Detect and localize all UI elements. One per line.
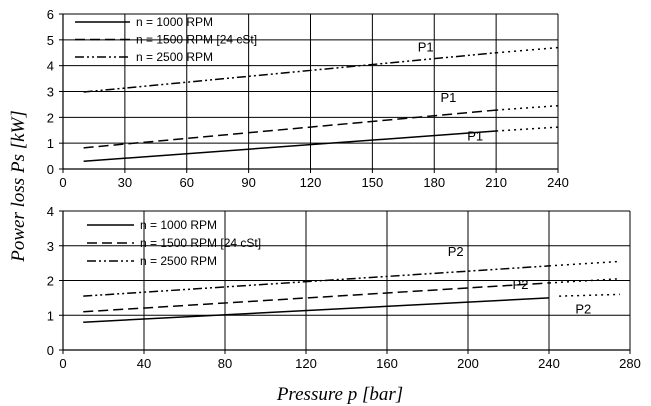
x-axis-title: Pressure p [bar] [276, 384, 403, 405]
legend-label: n = 1500 RPM [24 cSt] [136, 33, 257, 47]
x-tick-label: 120 [300, 175, 322, 190]
bottom-chart-p2: 0 40 80 120 160 200 240 280 0 1 2 3 4 n = 1000 RPM n =… [47, 204, 641, 371]
x-tick-label: 210 [485, 175, 507, 190]
y-axis-title: Power loss Ps [kW] [8, 110, 29, 262]
y-tick-label: 0 [47, 162, 54, 177]
y-tick-label: 6 [47, 7, 54, 22]
y-tick-label: 1 [47, 308, 54, 323]
y-tick-label: 2 [47, 274, 54, 289]
series-extension-line [496, 104, 559, 111]
x-tick-label: 80 [218, 356, 232, 371]
legend-label: n = 1500 RPM [24 cSt] [140, 236, 261, 250]
series-extension-line [496, 46, 559, 54]
y-tick-label: 1 [47, 136, 54, 151]
legend-label: n = 2500 RPM [140, 254, 217, 268]
y-tick-label: 3 [47, 85, 54, 100]
top-chart-p1: 0 30 60 90 120 150 180 210 240 0 1 2 3 4 5 6 n = 1000 RP… [47, 7, 569, 190]
curve-annotation: P1 [418, 39, 434, 54]
legend-label: n = 1000 RPM [140, 218, 217, 232]
curve-annotation: P1 [467, 129, 483, 144]
x-tick-label: 40 [137, 356, 151, 371]
x-tick-label: 90 [241, 175, 255, 190]
legend-label: n = 2500 RPM [136, 50, 213, 64]
curve-annotation: P2 [575, 302, 591, 317]
series-extension-line [559, 293, 620, 297]
series-line [83, 282, 550, 313]
x-tick-label: 240 [547, 175, 569, 190]
x-tick-label: 200 [457, 356, 479, 371]
x-tick-label: 120 [295, 356, 317, 371]
x-tick-label: 180 [423, 175, 445, 190]
y-tick-label: 0 [47, 343, 54, 358]
x-tick-label: 150 [362, 175, 384, 190]
x-tick-label: 60 [180, 175, 194, 190]
y-tick-label: 4 [47, 59, 54, 74]
curve-annotation: P2 [513, 277, 529, 292]
x-tick-label: 0 [59, 356, 66, 371]
y-tick-label: 3 [47, 239, 54, 254]
curve-annotation: P2 [448, 244, 464, 259]
series-line [83, 130, 497, 162]
x-tick-label: 0 [59, 175, 66, 190]
y-tick-label: 2 [47, 110, 54, 125]
series-line [83, 52, 497, 93]
x-tick-label: 280 [619, 356, 641, 371]
y-tick-label: 4 [47, 204, 54, 219]
y-tick-label: 5 [47, 33, 54, 48]
x-tick-label: 160 [376, 356, 398, 371]
x-tick-label: 240 [538, 356, 560, 371]
curve-annotation: P1 [440, 90, 456, 105]
series-line [83, 265, 550, 297]
x-tick-label: 30 [118, 175, 132, 190]
legend-label: n = 1000 RPM [136, 15, 213, 29]
series-line [83, 297, 550, 323]
series-line [83, 109, 497, 149]
series-extension-line [496, 126, 559, 132]
